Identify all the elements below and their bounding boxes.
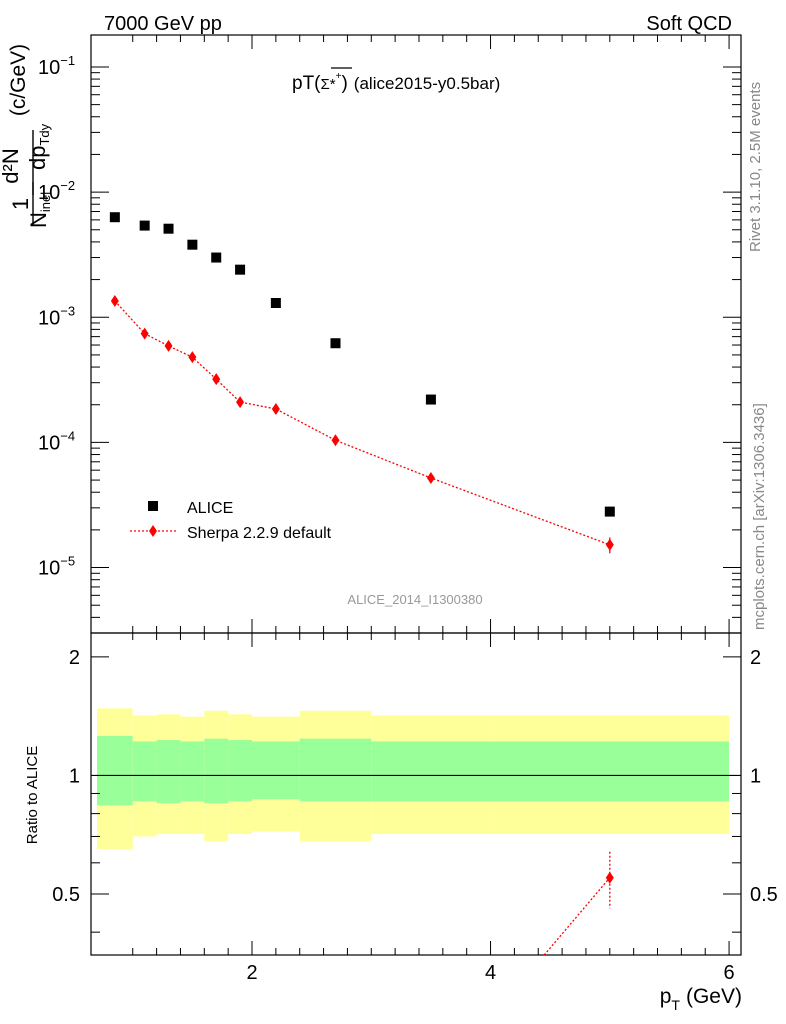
sherpa-point <box>426 471 435 484</box>
y-tick-label-top: 10−3 <box>38 303 75 329</box>
sherpa-point <box>236 396 245 409</box>
y-tick-label-top: 10−5 <box>38 554 75 580</box>
ratio-inner-band <box>252 741 300 800</box>
ratio-inner-band <box>228 740 253 802</box>
svg-text:d²N: d²N <box>0 148 23 183</box>
x-tick-label: 6 <box>724 962 735 984</box>
svg-text:(c/GeV): (c/GeV) <box>7 44 30 116</box>
ratio-inner-band <box>371 741 491 802</box>
sherpa-point <box>140 327 149 340</box>
y-tick-label-bottom-right: 0.5 <box>750 884 778 906</box>
ratio-inner-band <box>490 741 730 802</box>
y-tick-label-bottom-left: 1 <box>69 765 80 787</box>
sherpa-point <box>605 538 614 551</box>
sherpa-point <box>164 339 173 352</box>
alice-point <box>109 212 120 223</box>
sherpa-point <box>271 402 280 415</box>
bottom-panel-frame <box>90 632 742 956</box>
alice-point <box>211 252 222 263</box>
header-right: Soft QCD <box>646 13 732 35</box>
legend-sherpa-marker <box>149 525 157 537</box>
sherpa-point <box>331 434 340 447</box>
sherpa-point <box>212 373 221 386</box>
y-tick-label-top: 10−2 <box>38 178 75 204</box>
chart-layer: 2 4 6 10−1 10−2 10−3 10−4 10−5 2 2 1 1 0.5 0.5 ALICE Sh… <box>38 34 778 984</box>
legend-sherpa-label: Sherpa 2.2.9 default <box>187 525 332 542</box>
rivet-label: Rivet 3.1.10, 2.5M events <box>747 82 764 252</box>
x-tick-label: 2 <box>246 962 257 984</box>
sherpa-point <box>188 351 197 364</box>
y-tick-label-bottom-right: 2 <box>750 647 761 669</box>
y-tick-label-top: 10−4 <box>38 428 75 454</box>
ratio-inner-band <box>180 741 205 802</box>
svg-text:dpTdy: dpTdy <box>25 123 52 170</box>
alice-point <box>270 297 281 308</box>
ratio-sherpa-point <box>605 871 614 884</box>
svg-text:Ninel: Ninel <box>26 192 53 228</box>
y-tick-label-bottom-left: 2 <box>69 647 80 669</box>
alice-point <box>235 264 246 275</box>
mcplots-label: mcplots.cern.ch [arXiv:1306.3436] <box>751 403 768 630</box>
y-tick-label-bottom-right: 1 <box>750 765 761 787</box>
sherpa-line <box>114 300 611 546</box>
y-axis-label-bottom: Ratio to ALICE <box>24 746 41 844</box>
legend-alice-marker <box>148 501 158 511</box>
ratio-inner-band <box>204 738 229 804</box>
legend-alice-label: ALICE <box>187 500 233 517</box>
alice-point <box>187 239 198 250</box>
plot-title: pT(Σ*+) (alice2015-y0.5bar) <box>292 71 500 94</box>
alice-point <box>604 506 615 517</box>
sherpa-point <box>110 294 119 307</box>
ratio-sherpa-line <box>543 877 611 956</box>
y-axis-label-top: 1 Ninel d²N dpTdy (c/GeV) <box>0 44 53 228</box>
svg-text:1: 1 <box>8 198 33 210</box>
header-left: 7000 GeV pp <box>104 13 222 35</box>
top-panel-frame <box>90 34 742 634</box>
ratio-inner-band <box>156 740 181 804</box>
alice-point <box>330 338 341 349</box>
alice-point <box>163 223 174 234</box>
alice-point <box>425 394 436 405</box>
alice-point <box>139 220 150 231</box>
analysis-watermark: ALICE_2014_I1300380 <box>347 592 482 607</box>
x-axis-label: pT (GeV) <box>660 985 742 1013</box>
x-tick-label: 4 <box>485 962 496 984</box>
y-tick-label-bottom-left: 0.5 <box>52 884 80 906</box>
ratio-inner-band <box>96 735 133 806</box>
ratio-inner-band <box>132 741 157 802</box>
y-tick-label-top: 10−1 <box>38 53 75 79</box>
ratio-inner-band <box>299 738 372 802</box>
